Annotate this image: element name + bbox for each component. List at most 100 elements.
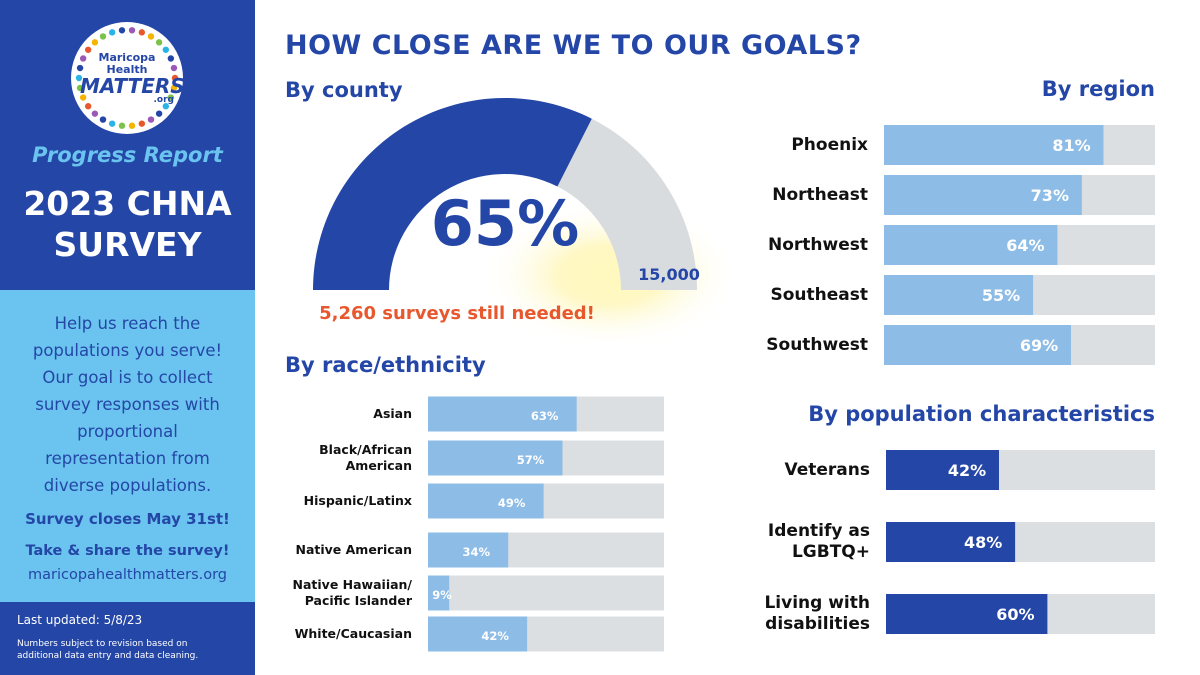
logo-dot	[147, 116, 155, 123]
gauge-track	[557, 118, 697, 290]
category-label: Living with disabilities	[764, 593, 870, 634]
value-label: 69%	[1020, 336, 1058, 355]
last-updated: Last updated: 5/8/23	[17, 613, 143, 627]
bar	[428, 532, 509, 568]
logo-dot	[171, 74, 179, 82]
value-label: 42%	[948, 461, 986, 480]
logo-dot	[108, 29, 116, 36]
logo-dot	[91, 39, 99, 46]
category-label: Southeast	[770, 284, 868, 305]
value-label: 34%	[462, 545, 490, 559]
chart-title: By county	[285, 78, 403, 102]
bar	[886, 450, 999, 490]
chart-title: By race/ethnicity	[285, 353, 486, 377]
category-label: Identify as LGBTQ+	[767, 521, 870, 562]
bar	[884, 125, 1104, 165]
value-label: 55%	[982, 286, 1020, 305]
website: maricopahealthmatters.org	[27, 567, 228, 583]
bar	[428, 575, 450, 611]
logo-dot	[167, 94, 175, 101]
sidebar-bottom	[0, 602, 255, 675]
chart-title: By region	[1041, 77, 1155, 101]
category-label: Phoenix	[791, 134, 868, 155]
bar	[428, 440, 563, 476]
logo-dot	[147, 33, 155, 40]
sidebar-title: 2023 CHNA SURVEY	[23, 184, 232, 264]
bar	[884, 325, 1071, 365]
bar	[428, 616, 528, 652]
value-label: 81%	[1052, 136, 1090, 155]
bar	[884, 175, 1082, 215]
logo-dot	[138, 29, 146, 36]
logo-dot	[155, 110, 163, 117]
gauge-tick-label: 15,000	[638, 265, 700, 284]
gauge-fill	[313, 97, 592, 291]
logo-dot	[84, 46, 92, 53]
logo-line: Maricopa Health	[98, 51, 156, 76]
value-label: 63%	[531, 409, 559, 423]
value-label: 42%	[481, 629, 509, 643]
logo-dot	[167, 55, 175, 62]
logo-circle	[71, 22, 183, 134]
bar	[428, 396, 577, 432]
logo-dot	[99, 116, 107, 123]
logo-dot	[79, 94, 87, 101]
bar	[428, 483, 544, 519]
logo-dot	[118, 122, 126, 129]
value-label: 73%	[1031, 186, 1069, 205]
value-label: 60%	[996, 605, 1034, 624]
category-label: Northeast	[772, 184, 868, 205]
value-label: 57%	[517, 453, 545, 467]
chart-title: By population characteristics	[808, 402, 1155, 426]
gauge-value-label: 65%	[431, 187, 579, 260]
category-label: Southwest	[766, 334, 868, 355]
logo-dot	[76, 84, 84, 92]
logo-dot	[79, 55, 87, 62]
logo-dot	[128, 27, 136, 34]
logo-dot	[155, 39, 163, 46]
annotation: 5,260 surveys still needed!	[319, 303, 595, 324]
logo-dot	[99, 33, 107, 40]
category-label: Native American	[295, 541, 412, 557]
bar	[884, 225, 1058, 265]
note: Numbers subject to revision based on add…	[17, 639, 199, 661]
call-to-action: Take & share the survey!	[25, 543, 230, 559]
logo-dot	[170, 64, 178, 72]
logo-dot	[108, 120, 116, 127]
logo-dot	[118, 27, 126, 34]
category-label: Hispanic/Latinx	[303, 492, 412, 508]
logo-dot	[84, 103, 92, 110]
value-label: 48%	[964, 533, 1002, 552]
logo-dot	[75, 74, 83, 82]
deadline: Survey closes May 31st!	[25, 510, 230, 528]
category-label: White/Caucasian	[294, 625, 412, 641]
marks: 65% 0 15,000 5,260 surveys still needed! 81%…	[313, 97, 1155, 652]
logo-dot	[76, 64, 84, 72]
logo-text: Maricopa Health MATTERS .org	[80, 51, 185, 105]
logo-dot	[162, 103, 170, 110]
logo-dot	[170, 84, 178, 92]
bar-track	[428, 575, 664, 611]
logo-line: MATTERS	[80, 74, 185, 98]
subtitle: Progress Report	[32, 143, 223, 167]
category-label: Native Hawaiian/ Pacific Islander	[292, 576, 412, 609]
value-label: 9%	[432, 588, 452, 602]
logo-dot	[128, 122, 136, 129]
sidebar-middle	[0, 290, 255, 602]
logo-dot	[162, 46, 170, 53]
logo-dot	[138, 120, 146, 127]
logo-ring	[75, 27, 179, 129]
page-title: HOW CLOSE ARE WE TO OUR GOALS?	[285, 30, 862, 61]
value-label: 49%	[498, 496, 526, 510]
logo-line: .org	[153, 95, 174, 105]
category-label: Northwest	[768, 234, 868, 255]
category-label: Black/African American	[319, 441, 412, 474]
category-label: Veterans	[784, 459, 871, 480]
gauge-tick-label: 0	[335, 265, 346, 284]
bar	[886, 594, 1048, 634]
body-text: Help us reach the populations you serve!…	[32, 314, 223, 495]
category-label: Asian	[373, 405, 412, 421]
bar	[886, 522, 1016, 562]
